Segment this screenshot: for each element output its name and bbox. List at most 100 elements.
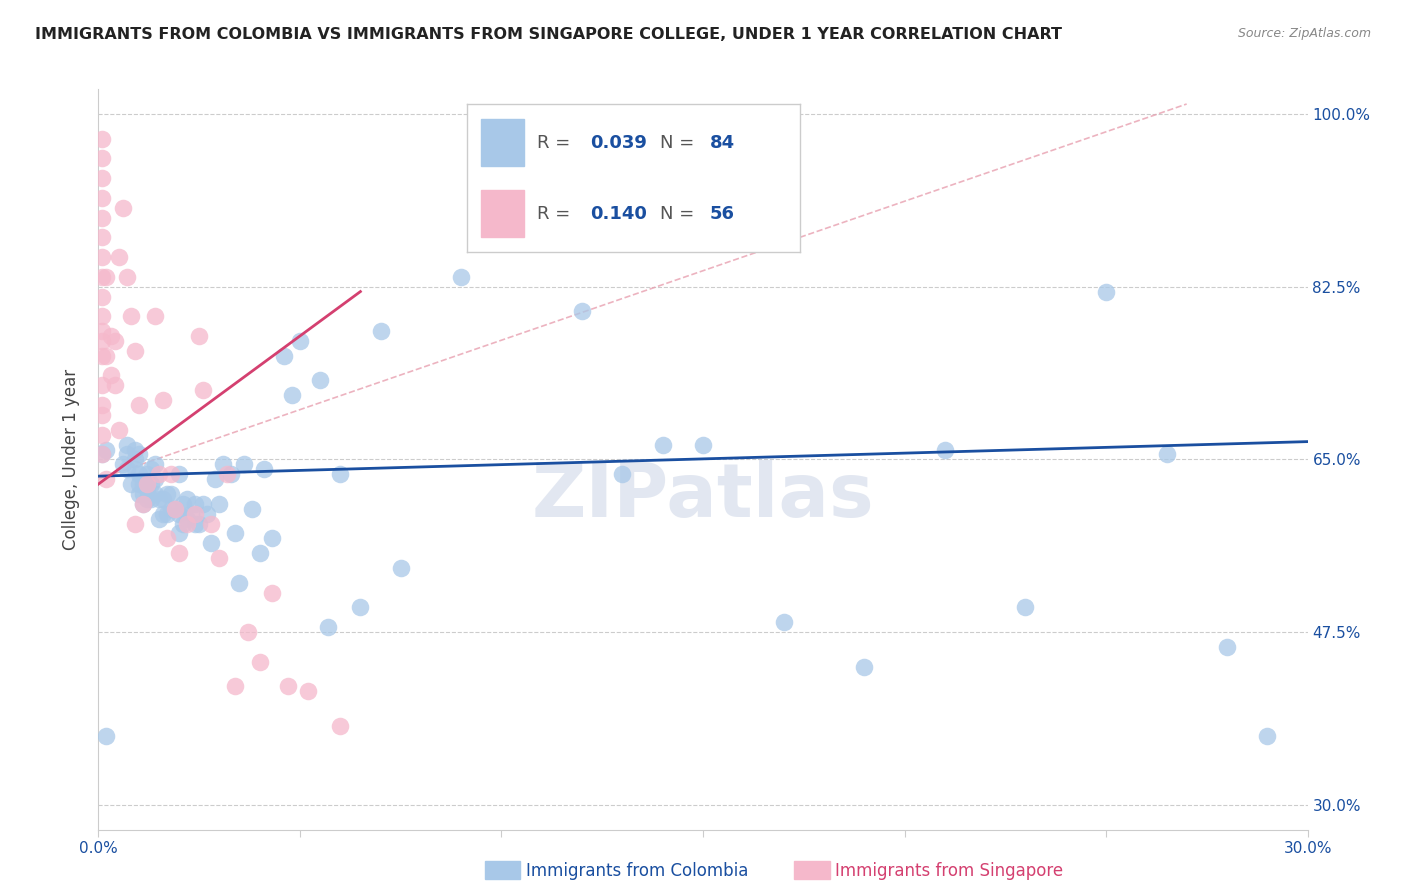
- Point: [193, 384, 215, 398]
- Point: [124, 516, 146, 531]
- Point: [224, 680, 246, 694]
- Point: [853, 659, 876, 673]
- Point: [163, 501, 186, 516]
- Point: [132, 487, 155, 501]
- Point: [91, 398, 114, 412]
- Point: [184, 507, 207, 521]
- Point: [249, 655, 271, 669]
- Point: [91, 250, 114, 264]
- Point: [128, 467, 150, 482]
- Text: Source: ZipAtlas.com: Source: ZipAtlas.com: [1237, 27, 1371, 40]
- Point: [132, 477, 155, 491]
- Point: [143, 458, 166, 472]
- Point: [107, 250, 129, 264]
- Point: [224, 526, 246, 541]
- Point: [91, 378, 114, 392]
- Point: [96, 269, 118, 284]
- Point: [100, 368, 122, 383]
- Point: [143, 472, 166, 486]
- Point: [260, 532, 283, 546]
- Point: [236, 625, 259, 640]
- Point: [91, 211, 114, 225]
- Point: [180, 507, 202, 521]
- Point: [163, 501, 186, 516]
- Point: [91, 151, 114, 165]
- Point: [1014, 600, 1036, 615]
- Point: [91, 289, 114, 303]
- Point: [212, 458, 235, 472]
- Y-axis label: College, Under 1 year: College, Under 1 year: [62, 368, 80, 550]
- Point: [167, 467, 190, 482]
- Point: [184, 497, 207, 511]
- Point: [176, 511, 198, 525]
- Text: Immigrants from Singapore: Immigrants from Singapore: [835, 862, 1063, 880]
- Point: [107, 423, 129, 437]
- Point: [208, 551, 231, 566]
- Point: [96, 729, 118, 743]
- Point: [167, 507, 190, 521]
- Point: [91, 324, 114, 338]
- Point: [100, 329, 122, 343]
- Point: [91, 427, 114, 442]
- Point: [172, 497, 194, 511]
- Point: [139, 477, 162, 491]
- Point: [124, 343, 146, 358]
- Point: [152, 507, 174, 521]
- Point: [612, 467, 634, 482]
- Point: [1095, 285, 1118, 299]
- Point: [148, 467, 170, 482]
- Point: [115, 269, 138, 284]
- Point: [172, 516, 194, 531]
- Point: [91, 447, 114, 461]
- Point: [167, 526, 190, 541]
- Point: [316, 620, 339, 634]
- Point: [772, 615, 794, 630]
- Point: [91, 191, 114, 205]
- Point: [288, 334, 311, 348]
- Point: [156, 532, 179, 546]
- Point: [111, 201, 134, 215]
- Point: [176, 491, 198, 506]
- Point: [217, 467, 239, 482]
- Point: [103, 334, 125, 348]
- Point: [370, 324, 392, 338]
- Point: [450, 269, 472, 284]
- Point: [91, 349, 114, 363]
- Point: [148, 511, 170, 525]
- Point: [152, 393, 174, 408]
- Point: [103, 378, 125, 392]
- Point: [156, 507, 179, 521]
- Point: [128, 398, 150, 412]
- Point: [135, 491, 157, 506]
- Point: [120, 477, 142, 491]
- Point: [491, 146, 513, 161]
- Point: [91, 447, 114, 461]
- Point: [651, 437, 673, 451]
- Point: [91, 408, 114, 422]
- Point: [124, 462, 146, 476]
- Point: [208, 497, 231, 511]
- Point: [128, 447, 150, 461]
- Point: [329, 467, 352, 482]
- Point: [160, 501, 183, 516]
- Point: [128, 487, 150, 501]
- Point: [260, 585, 283, 599]
- Point: [349, 600, 371, 615]
- Point: [200, 516, 222, 531]
- Point: [281, 388, 304, 402]
- Text: ZIPatlas: ZIPatlas: [531, 460, 875, 533]
- Point: [115, 462, 138, 476]
- Point: [91, 230, 114, 244]
- Point: [91, 310, 114, 324]
- Text: Immigrants from Colombia: Immigrants from Colombia: [526, 862, 748, 880]
- Point: [167, 546, 190, 560]
- Point: [249, 546, 271, 560]
- Point: [277, 680, 299, 694]
- Point: [115, 437, 138, 451]
- Point: [389, 561, 412, 575]
- Point: [232, 458, 254, 472]
- Point: [273, 349, 295, 363]
- Point: [124, 442, 146, 457]
- Point: [91, 269, 114, 284]
- Point: [934, 442, 956, 457]
